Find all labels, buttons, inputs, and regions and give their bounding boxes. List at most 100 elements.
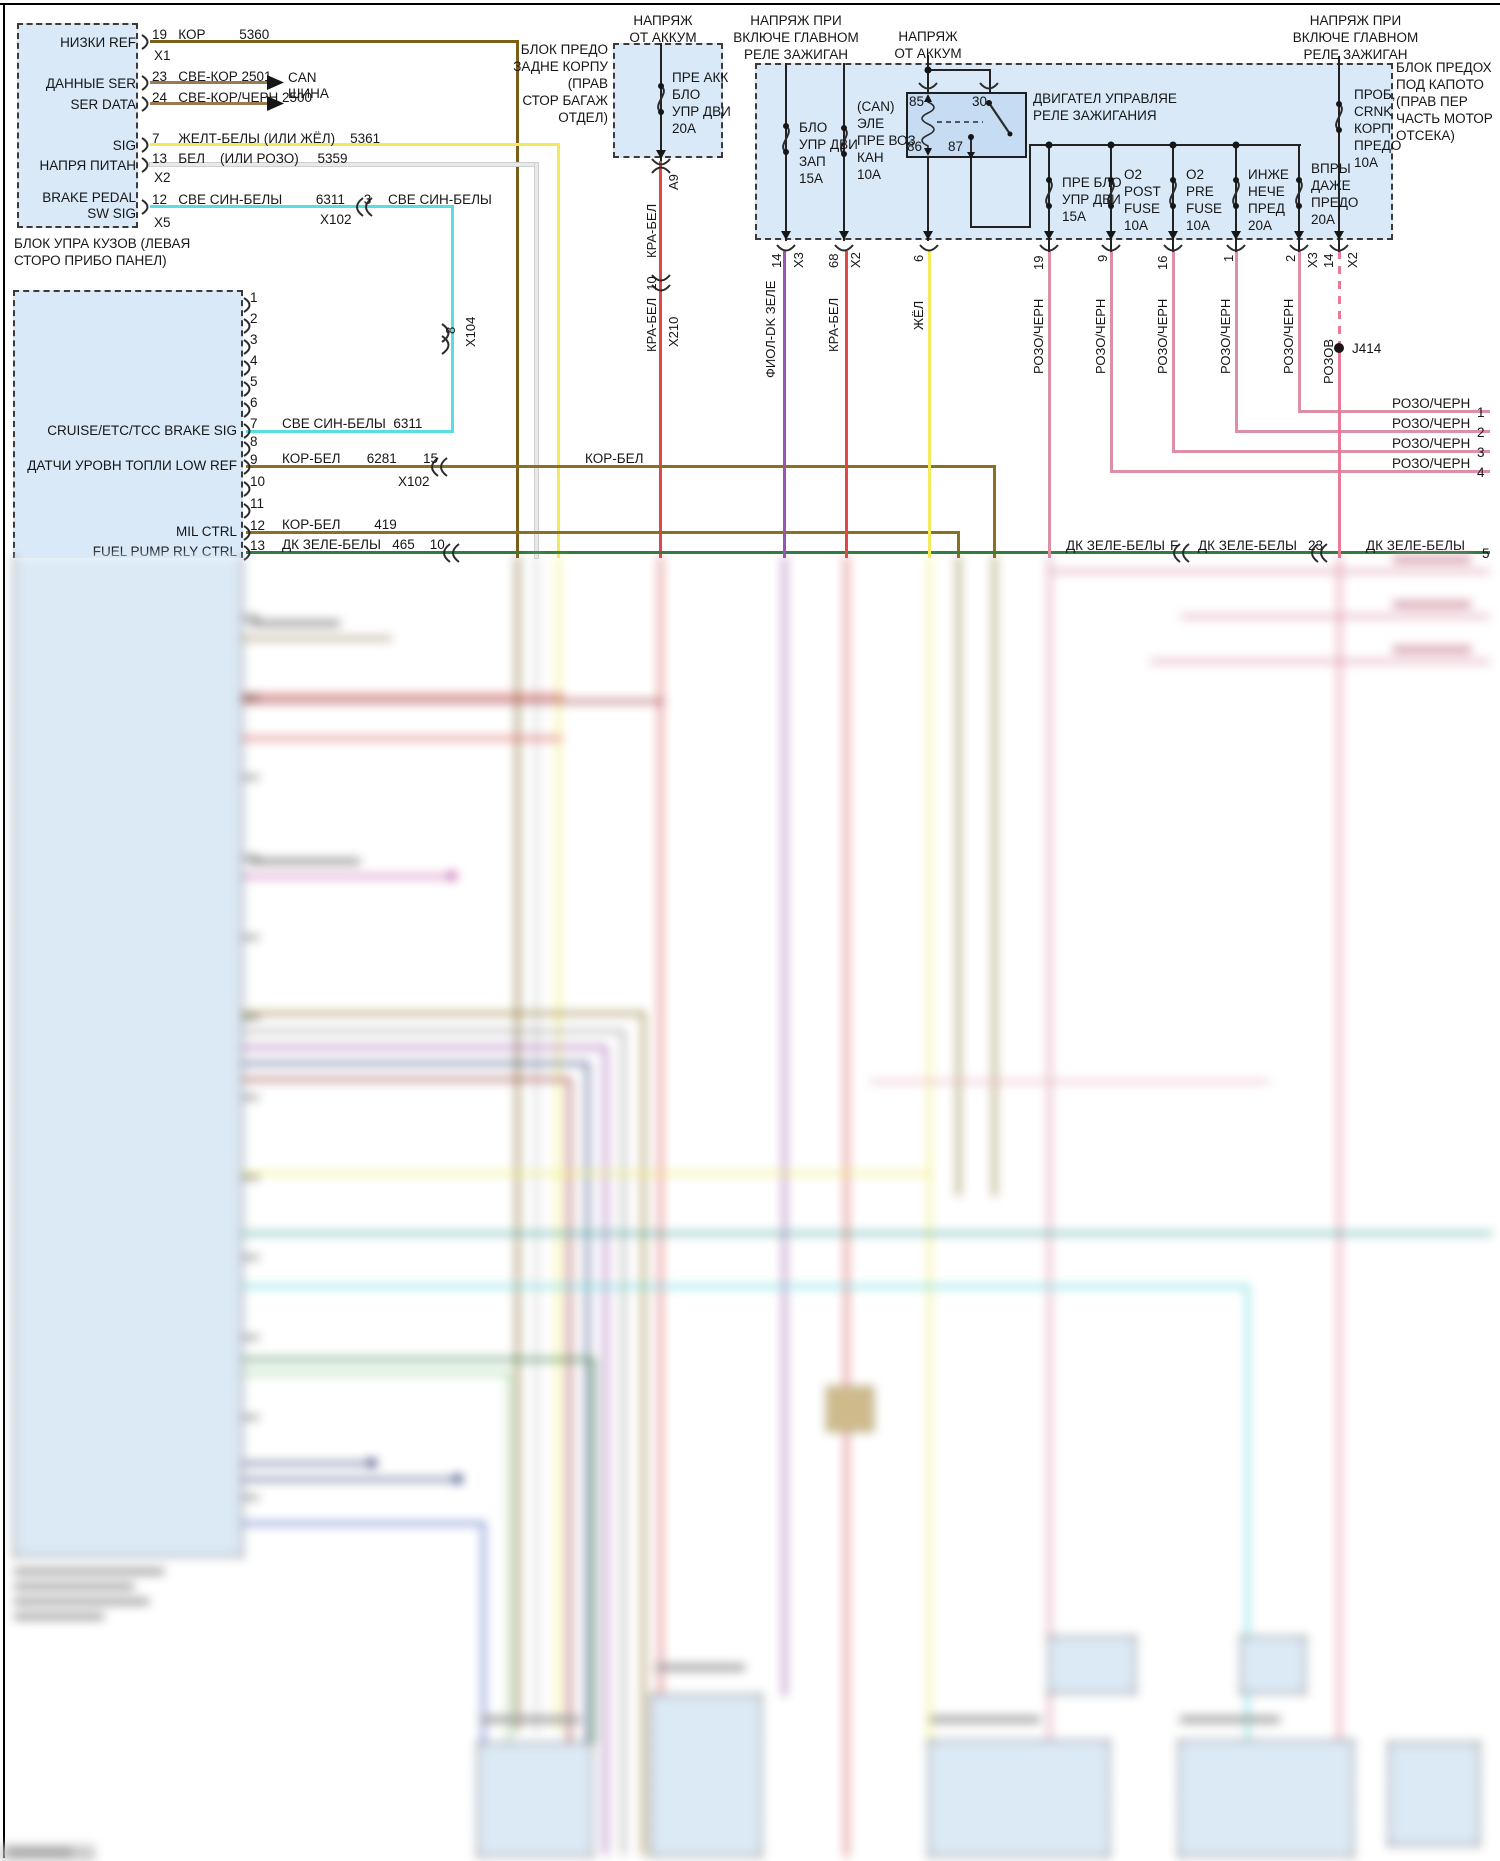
rear-fusebox-location: СТОР БАГАЖ <box>522 93 608 108</box>
wire-6311 <box>246 430 454 433</box>
wire-419 <box>246 531 960 534</box>
bcm2-signal-mil-ctrl: MIL CTRL <box>175 524 237 539</box>
can-bus-label: ШИНА <box>288 86 329 101</box>
junction-dot <box>367 1458 377 1468</box>
wire <box>1048 556 1051 1742</box>
wire-label-2500: 24 СВЕ-КОР/ЧЕРН 2500 <box>152 90 313 105</box>
bcm1-signal-low-ref: НИЗКИ REF <box>60 35 136 50</box>
relay-pin-85: 85 <box>909 94 925 109</box>
bcm2-pin-11: 11 <box>250 496 265 511</box>
fuse-label: FUSE <box>1124 201 1161 216</box>
wire-label-6311-cont: СВЕ СИН-БЕЛЫ <box>388 192 492 207</box>
blurred-label <box>1393 556 1471 563</box>
fuse-wire <box>1298 144 1300 252</box>
wire <box>1150 660 1490 663</box>
fuse-label: УПР ДВИ <box>1062 192 1121 207</box>
blurred-label <box>250 858 360 865</box>
wire-rozo-chern <box>1298 251 1301 413</box>
wire-2501 <box>150 81 268 84</box>
rear-fusebox-location: (ПРАВ <box>567 76 608 91</box>
wire-6281 <box>993 465 996 558</box>
blurred-label <box>250 620 340 627</box>
relay-name: ДВИГАТЕЛ УПРАВЛЯЕ <box>1033 91 1177 106</box>
junction-j414-label: J414 <box>1352 341 1382 356</box>
wire-rozo-chern-row3 <box>1172 450 1490 453</box>
wire-rozo-chern <box>1110 251 1113 473</box>
wire-name-rot: РОЗО/ЧЕРН <box>1155 298 1170 374</box>
fuse-label: ДАЖЕ <box>1311 178 1351 193</box>
wire <box>180 700 664 703</box>
bcm1-box <box>17 23 138 228</box>
bcm2-pin-1: 1 <box>250 290 258 305</box>
wire-6281 <box>246 465 996 468</box>
blurred-label <box>1180 1716 1280 1723</box>
splice-pin-8: 8 <box>443 326 458 334</box>
fuse-wire <box>1172 144 1174 252</box>
wire <box>180 1172 930 1175</box>
bottom-connector-4 <box>1178 1740 1354 1857</box>
relay-87-riser <box>1029 145 1031 228</box>
wire-6311 <box>150 205 454 208</box>
wire-name-rot: КРА-БЕЛ <box>826 297 841 352</box>
fuse-label: 10А <box>857 167 882 182</box>
fuse-label: 20А <box>1248 218 1273 233</box>
wire-rozo-chern-row2 <box>1235 430 1490 433</box>
wire <box>180 737 562 740</box>
fuse-label: ПРЕ ВОЗ <box>857 133 916 148</box>
header-ign-voltage-2: НАПРЯЖ ПРИ <box>1309 13 1402 28</box>
fuse-wire <box>660 43 662 161</box>
header-ign-voltage-2: ВКЛЮЧЕ ГЛАВНОМ <box>1292 30 1419 45</box>
wire <box>928 556 931 1742</box>
bcm1-caption: СТОРО ПРИБО ПАНЕЛ) <box>14 253 167 268</box>
blurred-label <box>14 1583 134 1590</box>
fuse-label: НЕЧЕ <box>1248 184 1285 199</box>
wire <box>180 1046 606 1049</box>
bcm2-pin-3: 3 <box>250 332 258 347</box>
fuse-label: КОРП <box>1354 121 1391 136</box>
fuse-label-rear: УПР ДВИ <box>672 104 731 119</box>
wire-6311 <box>451 205 454 433</box>
wire <box>557 556 560 1731</box>
bcm2-pin-5: 5 <box>250 374 258 389</box>
wire-rozo-chern-row1 <box>1298 410 1490 413</box>
wire-label-6281-cont: КОР-БЕЛ <box>585 451 644 466</box>
fuse-label: ЭЛЕ <box>857 116 885 131</box>
wire-465 <box>246 551 1490 554</box>
fuse-label: O2 <box>1124 167 1143 182</box>
header-ign-voltage: РЕЛЕ ЗАЖИГАН <box>743 47 849 62</box>
right-row-wire-label: РОЗО/ЧЕРН <box>1392 456 1471 471</box>
mid-connector-2 <box>1240 1636 1306 1694</box>
fuse-label: 15А <box>1062 209 1087 224</box>
relay-pin-87: 87 <box>948 139 964 154</box>
right-row-wire-label: РОЗО/ЧЕРН <box>1392 436 1471 451</box>
wire-name-rot: РОЗО/ЧЕРН <box>1031 298 1046 374</box>
wire-name-rot: РОЗОВ <box>1321 339 1336 384</box>
blurred-label <box>1393 646 1471 653</box>
junction-dot <box>447 871 457 881</box>
bcm1-signal-ser-data: SER DATA <box>70 97 136 112</box>
blurred-label <box>243 1336 259 1339</box>
fuse-bus <box>1029 144 1301 146</box>
wire-label-465: ДК ЗЕЛЕ-БЕЛЫ 465 10 <box>282 537 445 552</box>
wire-label-6311: 12 СВЕ СИН-БЕЛЫ 6311 3 <box>152 192 372 207</box>
bcm2-box <box>13 290 243 558</box>
wire <box>622 1030 625 1855</box>
bcm1-caption: БЛОК УПРА КУЗОВ (ЛЕВАЯ <box>14 236 191 251</box>
wire <box>180 1462 374 1465</box>
bcm1-signal-ser-data-ru: ДАННЫЕ SER <box>45 76 136 91</box>
wire <box>1049 570 1490 573</box>
blurred-label <box>243 616 259 619</box>
bcm2-signal-fuel-low-ref: ДАТЧИ УРОВН ТОПЛИ LOW REF <box>27 458 237 473</box>
right-row-number: 4 <box>1477 465 1485 480</box>
wire <box>508 1372 511 1742</box>
row5-number: 5 <box>1482 546 1490 561</box>
relay-name: РЕЛЕ ЗАЖИГАНИЯ <box>1033 108 1157 123</box>
wire <box>180 1078 570 1081</box>
wire <box>993 556 996 1196</box>
right-row-wire-label: РОЗО/ЧЕРН <box>1392 396 1471 411</box>
wire <box>568 1078 571 1855</box>
page-border-top <box>0 3 1500 5</box>
wire <box>180 637 392 640</box>
bcm1-signal-voltage: НАПРЯ ПИТАН <box>39 158 136 173</box>
relay-86-out <box>927 157 929 241</box>
